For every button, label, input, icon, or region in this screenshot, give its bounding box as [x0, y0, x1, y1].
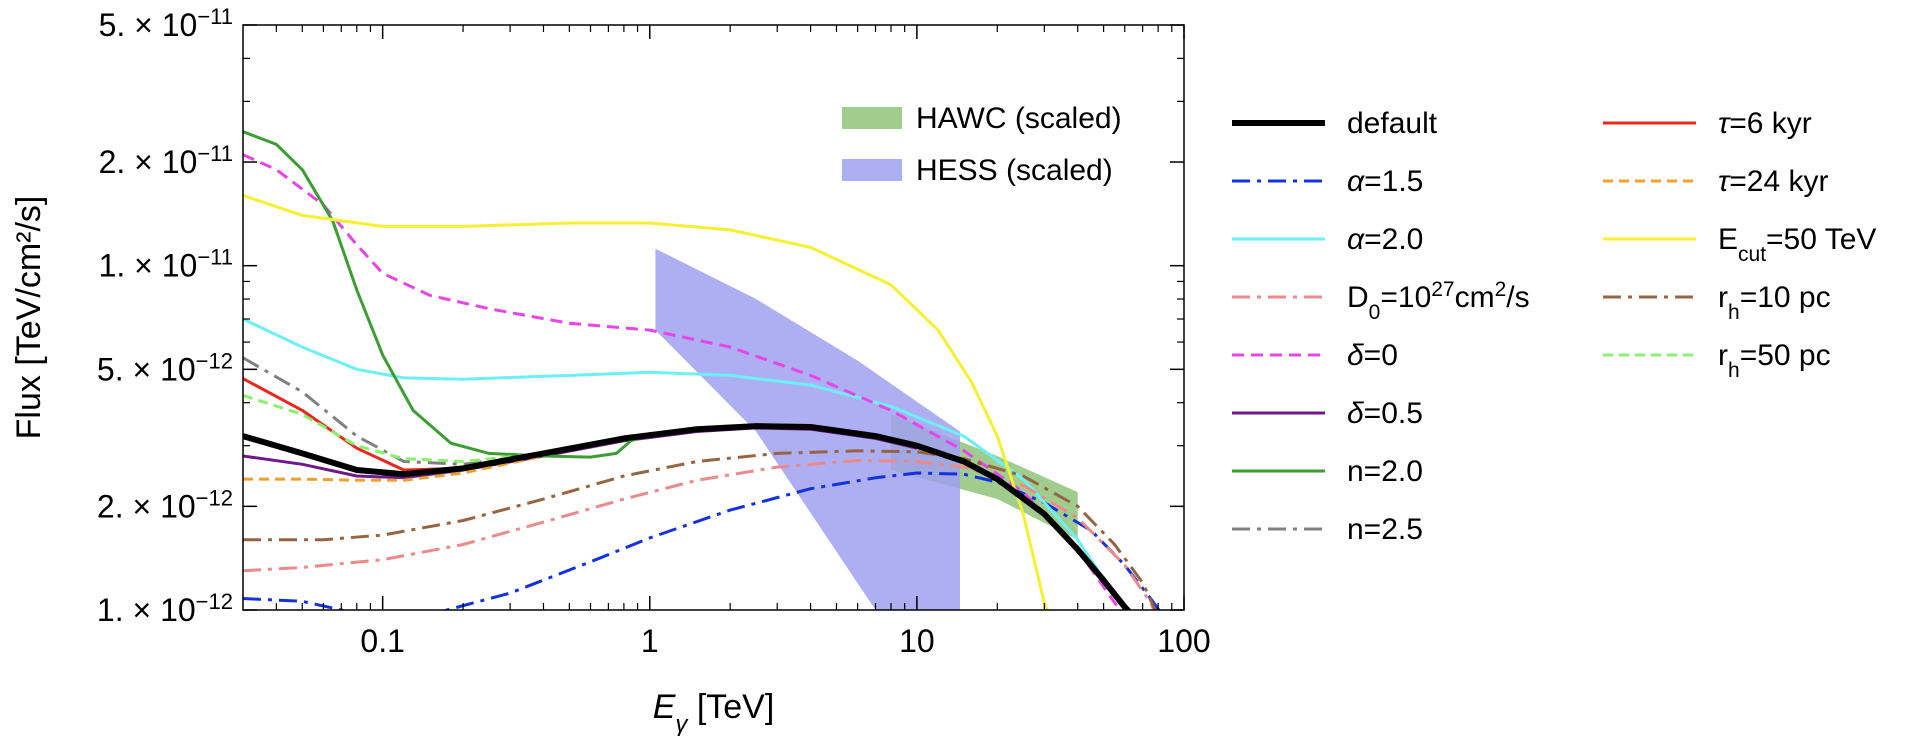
legend-label-delta-0: δ=0 [1347, 339, 1398, 372]
legend-label-tau-24: τ=24 kyr [1718, 165, 1828, 198]
inset-legend-label: HESS (scaled) [916, 154, 1113, 187]
inset-legend-label: HAWC (scaled) [916, 102, 1122, 135]
y-tick-label: 5. × 10−12 [97, 348, 233, 388]
series-line-rh-10 [243, 449, 1157, 610]
legend-label-rh-10: rh=10 pc [1718, 281, 1831, 324]
legend-label-tau-6: τ=6 kyr [1718, 107, 1812, 140]
plot-frame [242, 24, 1185, 611]
y-axis-title: Flux [TeV/cm²/s] [10, 196, 48, 440]
y-tick-label: 1. × 10−11 [99, 244, 233, 284]
x-tick-label: 100 [1157, 623, 1210, 659]
legend-label-alpha-1-5: α=1.5 [1347, 165, 1423, 198]
series-line-default [243, 423, 1132, 610]
ticks-layer: 0.1 1 10 100 1. × 10−12 2. × 10−12 5. × 10−12 1… [97, 4, 1211, 660]
legend-label-d0: D0=1027cm2/s [1347, 278, 1530, 324]
y-tick-label: 1. × 10−12 [97, 589, 233, 629]
x-tick-label: 0.1 [360, 623, 404, 659]
legend-label-alpha-2-0: α=2.0 [1347, 223, 1423, 256]
legend-label-delta-0-5: δ=0.5 [1347, 397, 1423, 430]
legend-label-n-2-0: n=2.0 [1347, 455, 1423, 488]
y-tick-label: 5. × 10−11 [99, 4, 233, 44]
legend: default α=1.5 α=2.0 D0=1027cm2/s δ=0 δ=0.5 n=2… [1232, 107, 1876, 546]
x-tick-label: 1 [641, 623, 659, 659]
series-line-alpha-1-5 [243, 471, 1161, 610]
series-line-tau-24 [243, 454, 544, 482]
series-line-delta-0 [243, 153, 1122, 610]
series-line-ecut-50 [243, 193, 1049, 610]
series-line-d0 [243, 458, 1156, 610]
legend-label-n-2-5: n=2.5 [1347, 513, 1423, 546]
x-tick-label: 10 [899, 623, 935, 659]
y-tick-label: 2. × 10−12 [97, 485, 233, 525]
x-axis-title: Eγ [TeV] [653, 688, 775, 736]
legend-label-ecut-50: Ecut=50 TeV [1718, 223, 1876, 266]
series-layer [243, 130, 1161, 610]
inset-legend: HAWC (scaled) HESS (scaled) [842, 102, 1122, 187]
y-tick-label: 2. × 10−11 [99, 141, 233, 181]
inset-legend-swatch-hess-scaled [842, 159, 902, 181]
series-line-alpha-2-0 [243, 317, 1126, 610]
inset-legend-swatch-hawc-scaled [842, 107, 902, 129]
legend-label-default: default [1347, 107, 1438, 140]
legend-label-rh-50: rh=50 pc [1718, 339, 1831, 382]
